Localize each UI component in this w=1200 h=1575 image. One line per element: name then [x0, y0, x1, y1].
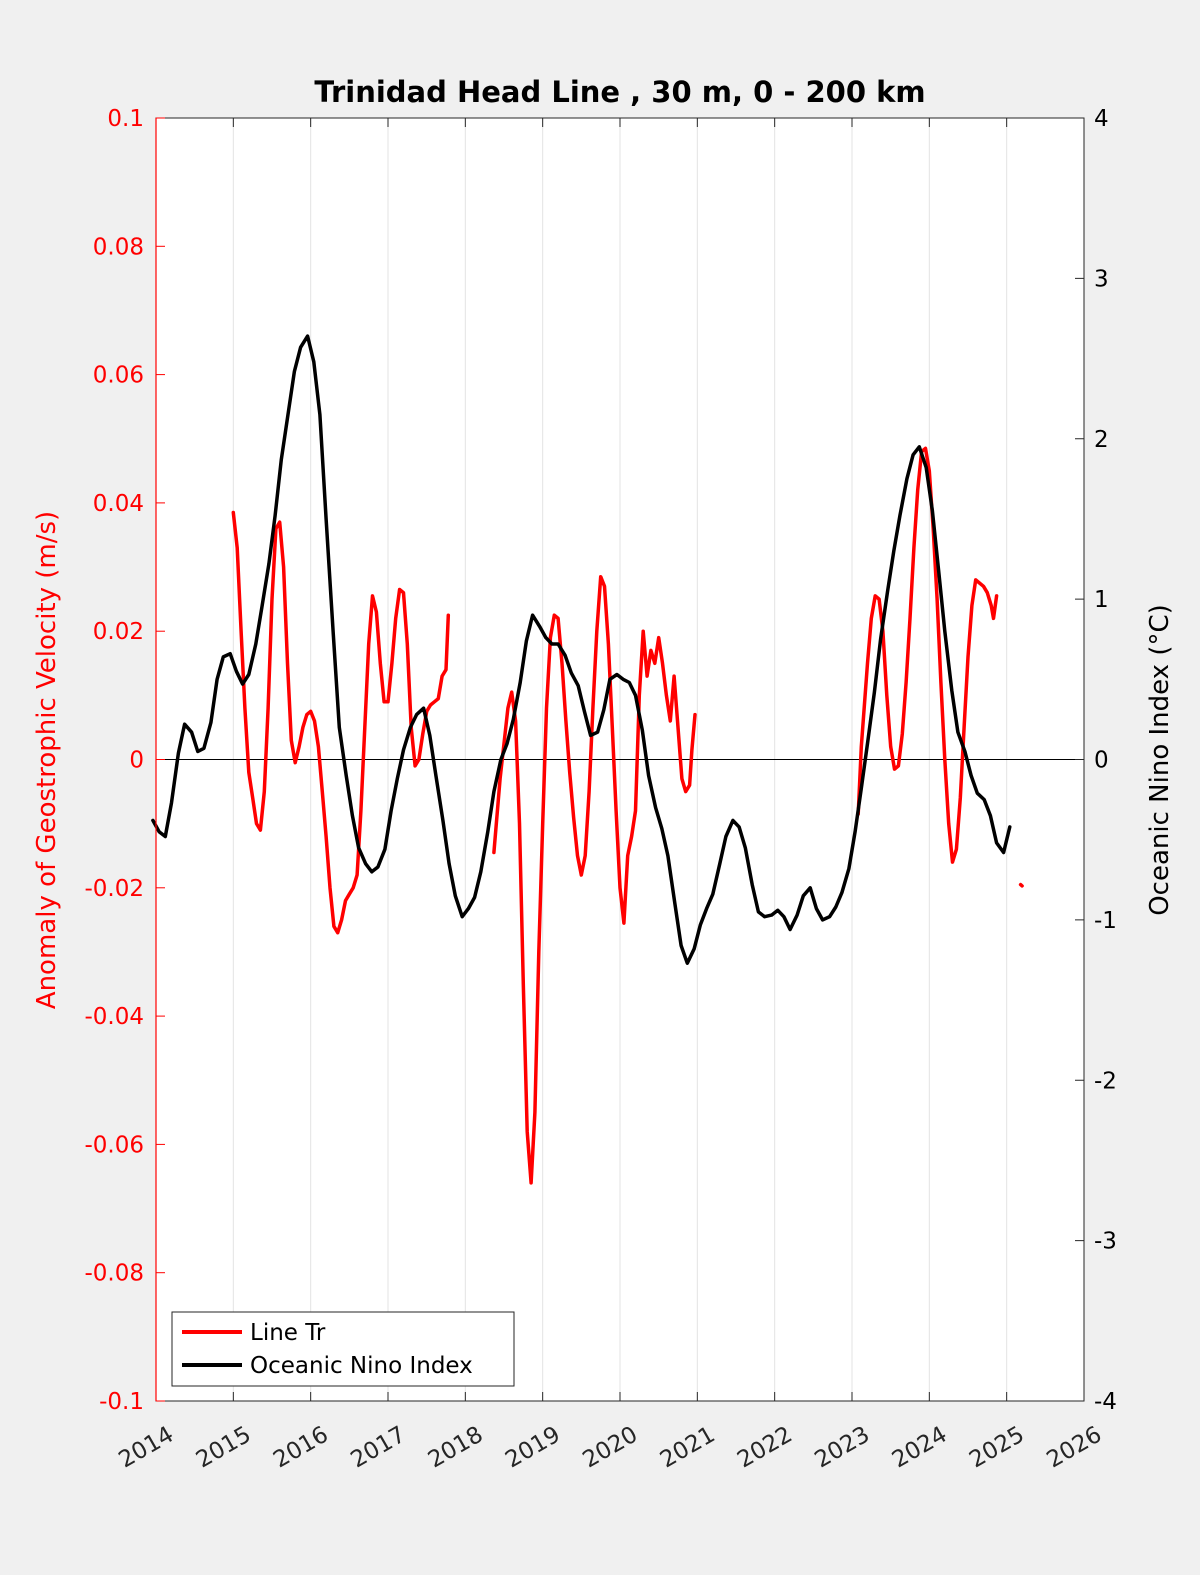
- y-left-tick-label: 0.08: [93, 234, 144, 260]
- series-line-tr: [492, 574, 697, 1185]
- legend-box: [171, 1311, 515, 1387]
- legend-label-oni: Oceanic Nino Index: [250, 1353, 473, 1379]
- y-left-tick-label: 0.1: [107, 106, 144, 132]
- y-left-tick-label: 0: [129, 748, 144, 774]
- y-axis-right: 4 3 2 1 0 -1 -2 -3 -4: [1075, 106, 1117, 1415]
- series-line-tr: [231, 510, 451, 935]
- chart-title: Trinidad Head Line , 30 m, 0 - 200 km: [314, 75, 925, 109]
- y-right-tick-label: -3: [1094, 1229, 1117, 1255]
- y-left-tick-label: -0.04: [84, 1004, 144, 1030]
- y-left-tick-label: -0.02: [84, 876, 144, 902]
- y-axis-left: 0.1 0.08 0.06 0.04 0.02 0 -0.02 -0.04 -0.06 -0.08…: [84, 106, 165, 1415]
- legend: Line Tr Oceanic Nino Index: [171, 1311, 515, 1387]
- y-left-tick-label: -0.08: [84, 1261, 144, 1287]
- series-line-tr: [1018, 882, 1024, 888]
- y-right-tick-label: 3: [1094, 266, 1109, 292]
- y-left-tick-label: 0.06: [93, 363, 144, 389]
- series-layer: [151, 334, 1024, 1185]
- y-right-tick-label: 0: [1094, 748, 1109, 774]
- y-axis-right-label: Oceanic Nino Index (°C): [1145, 604, 1175, 916]
- legend-label-line-tr: Line Tr: [250, 1320, 326, 1346]
- y-left-tick-label: -0.06: [84, 1132, 144, 1158]
- y-left-tick-label: -0.1: [99, 1389, 144, 1415]
- y-right-tick-label: -2: [1094, 1068, 1117, 1094]
- y-right-tick-label: 4: [1094, 106, 1109, 132]
- series-oni: [151, 334, 1012, 965]
- y-right-tick-label: -1: [1094, 908, 1117, 934]
- y-left-tick-label: 0.02: [93, 619, 144, 645]
- y-right-tick-label: 1: [1094, 587, 1109, 613]
- y-left-tick-label: 0.04: [93, 491, 144, 517]
- y-right-tick-label: 2: [1094, 427, 1109, 453]
- y-axis-left-label: Anomaly of Geostrophic Velocity (m/s): [32, 511, 62, 1009]
- y-right-tick-label: -4: [1094, 1389, 1117, 1415]
